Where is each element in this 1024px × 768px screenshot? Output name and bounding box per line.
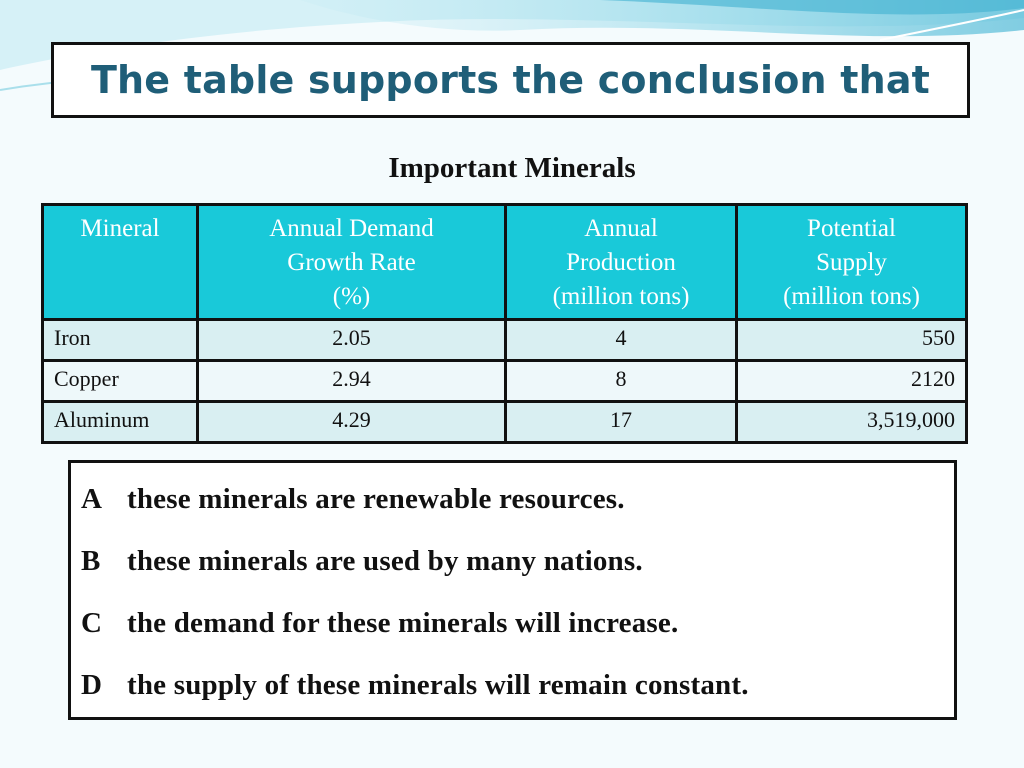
answer-text: these minerals are renewable resources. (127, 483, 625, 515)
cell-mineral: Iron (41, 318, 199, 362)
col-header-growth-rate: Annual Demand Growth Rate (%) (196, 203, 507, 321)
answer-letter: D (81, 669, 103, 701)
table-row: Iron 2.05 4 550 (41, 318, 968, 362)
answer-text: these minerals are used by many nations. (127, 545, 643, 577)
cell-growth-rate: 2.94 (196, 359, 507, 403)
cell-supply: 2120 (735, 359, 968, 403)
table-row: Aluminum 4.29 17 3,519,000 (41, 400, 968, 444)
col-header-mineral: Mineral (41, 203, 199, 321)
table-title: Important Minerals (388, 152, 636, 184)
answer-letter: A (81, 483, 103, 515)
cell-mineral: Aluminum (41, 400, 199, 444)
cell-growth-rate: 2.05 (196, 318, 507, 362)
cell-mineral: Copper (41, 359, 199, 403)
cell-supply: 550 (735, 318, 968, 362)
table-header-row: Mineral Annual Demand Growth Rate (%) An… (41, 203, 968, 321)
answer-text: the demand for these minerals will incre… (127, 607, 679, 639)
answer-text: the supply of these minerals will remain… (127, 669, 749, 701)
cell-production: 4 (504, 318, 738, 362)
col-header-supply: Potential Supply (million tons) (735, 203, 968, 321)
cell-production: 8 (504, 359, 738, 403)
col-header-production: Annual Production (million tons) (504, 203, 738, 321)
cell-growth-rate: 4.29 (196, 400, 507, 444)
slide-title-box: The table supports the conclusion that (51, 42, 970, 118)
cell-supply: 3,519,000 (735, 400, 968, 444)
slide-title: The table supports the conclusion that (90, 58, 931, 102)
answer-letter: B (81, 545, 101, 577)
table-row: Copper 2.94 8 2120 (41, 359, 968, 403)
answer-letter: C (81, 607, 103, 639)
cell-production: 17 (504, 400, 738, 444)
minerals-table: Mineral Annual Demand Growth Rate (%) An… (41, 203, 968, 444)
